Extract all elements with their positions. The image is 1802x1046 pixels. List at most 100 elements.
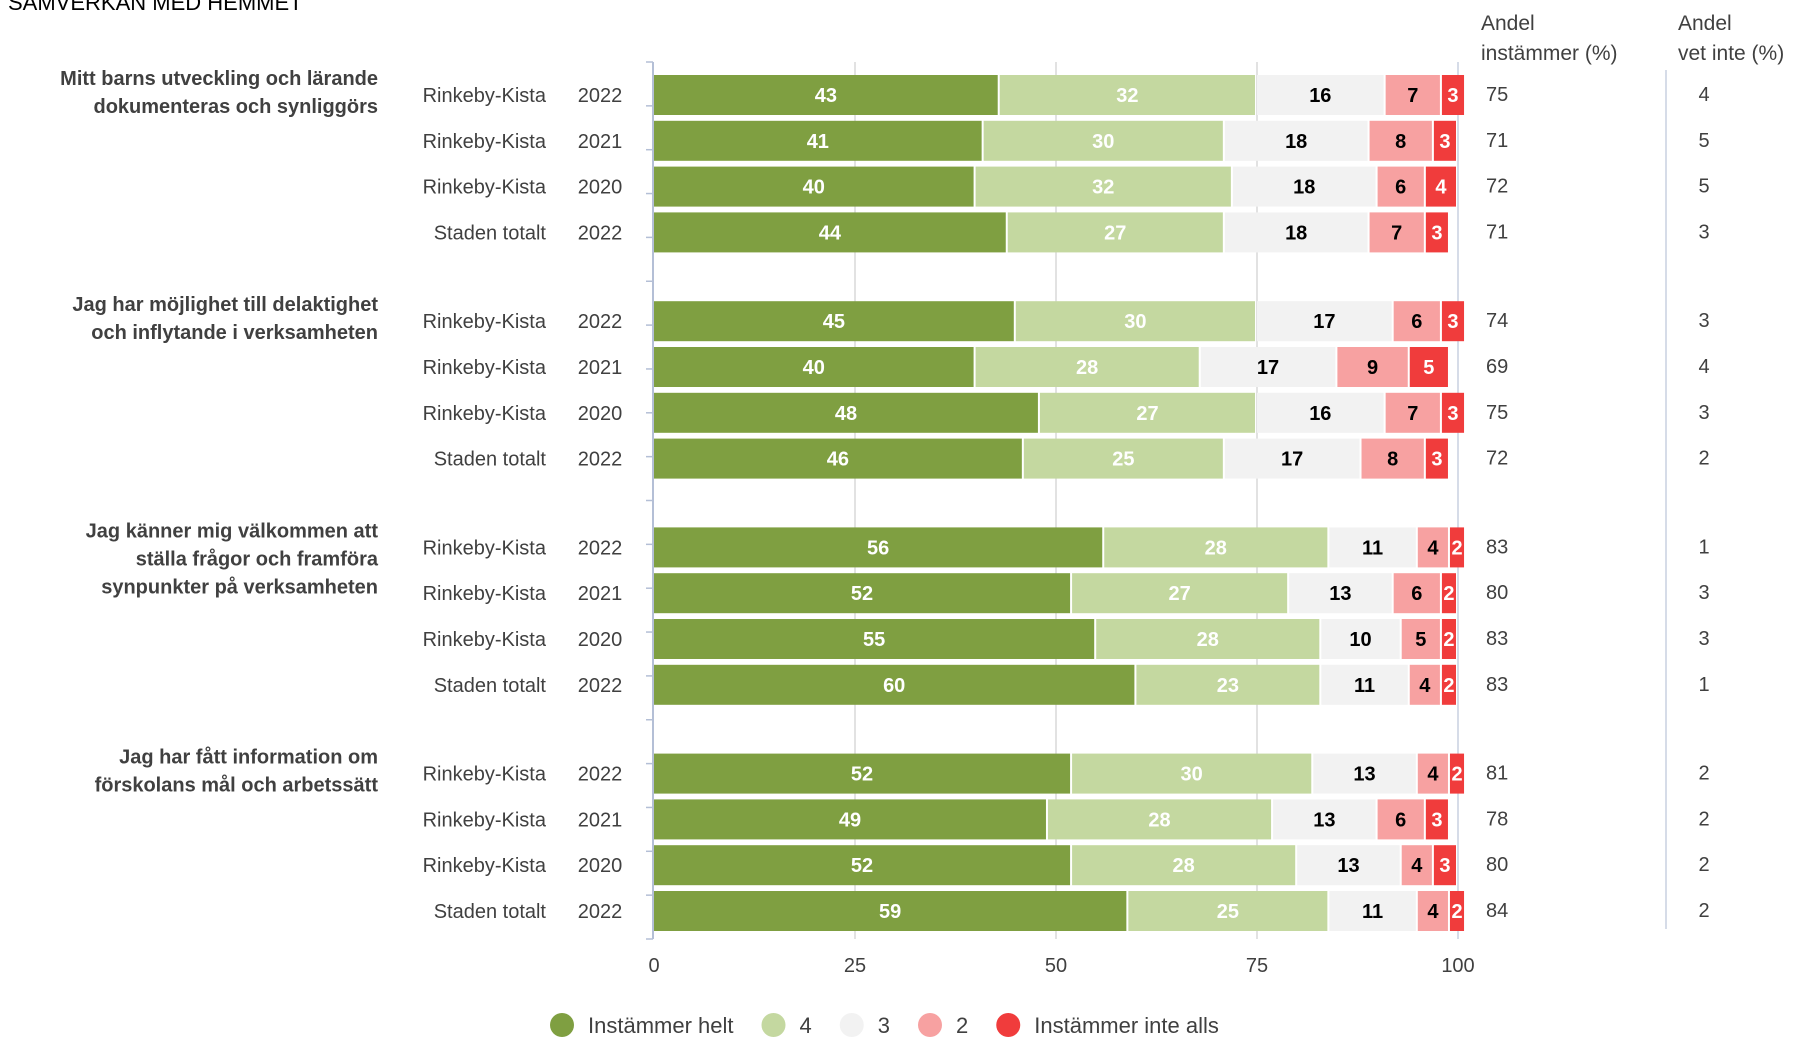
row-year-label: 2020: [578, 855, 623, 877]
share-agree-value: 83: [1486, 536, 1508, 558]
bar-segment-label: 13: [1337, 855, 1359, 877]
question-label: förskolans mål och arbetssätt: [95, 774, 379, 797]
question-label: Jag har möjlighet till delaktighet: [72, 294, 378, 316]
bar-segment: [1015, 301, 1255, 342]
bar-segment-label: 32: [1092, 177, 1114, 199]
bar-segment-label: 28: [1076, 357, 1098, 379]
bar-segment-label: 41: [807, 131, 829, 153]
bar-segment: [1257, 75, 1384, 115]
share-dont-know-value: 1: [1698, 674, 1709, 696]
row-year-label: 2022: [578, 311, 623, 333]
question-label: dokumenteras och synliggörs: [93, 96, 378, 118]
bar-segment: [654, 301, 1014, 342]
bar-segment: [1273, 799, 1376, 840]
row-unit-label: Rinkeby-Kista: [423, 131, 547, 153]
bar-segment-label: 5: [1423, 357, 1434, 379]
bar-segment: [1369, 212, 1424, 253]
question-label: Jag känner mig välkommen att: [86, 520, 379, 542]
legend-label: 4: [800, 1013, 812, 1038]
bar-segment: [1385, 75, 1440, 115]
chart-title: SAMVERKAN MED HEMMET: [8, 0, 303, 15]
bar-segment-label: 18: [1285, 131, 1307, 153]
bar-segment-label: 40: [803, 177, 825, 199]
bar-segment-label: 6: [1411, 583, 1422, 605]
bar-segment: [1409, 347, 1448, 387]
bar-segment: [1393, 573, 1440, 614]
bar-segment-label: 27: [1104, 222, 1126, 244]
legend-marker: [761, 1013, 786, 1037]
bar-segment: [1337, 347, 1408, 387]
bar-segment: [654, 891, 1127, 931]
bar-segment-label: 17: [1257, 357, 1279, 379]
bar-segment: [1417, 527, 1448, 568]
bar-segment-label: 3: [1439, 131, 1450, 153]
bar-segment-label: 8: [1387, 449, 1398, 471]
bar-segment-label: 25: [1217, 901, 1239, 923]
bar-segment: [1425, 799, 1448, 840]
bar-segment-label: 27: [1168, 583, 1190, 605]
share-agree-value: 84: [1486, 900, 1508, 922]
bar-segment: [1449, 891, 1465, 931]
share-agree-value: 80: [1486, 854, 1508, 876]
question-label: synpunkter på verksamheten: [101, 575, 378, 598]
bar-segment: [1297, 845, 1400, 886]
bar-segment: [1329, 891, 1416, 931]
bar-segment: [1072, 753, 1312, 794]
row-unit-label: Rinkeby-Kista: [423, 629, 547, 651]
legend-label: Instämmer inte alls: [1034, 1013, 1219, 1038]
bar-segment: [654, 166, 974, 207]
x-tick-label: 25: [844, 955, 866, 977]
bar-segment: [1425, 166, 1456, 207]
bar-segment-label: 49: [839, 809, 861, 831]
bar-segment: [1224, 120, 1368, 161]
row-unit-label: Rinkeby-Kista: [423, 764, 547, 786]
header-share-agree: Andel: [1481, 12, 1535, 35]
row-year-label: 2022: [578, 222, 623, 244]
bar-segment: [654, 845, 1071, 886]
share-dont-know-value: 2: [1698, 900, 1709, 922]
bar-segment-label: 18: [1285, 222, 1307, 244]
bar-segment: [1329, 527, 1416, 568]
bar-segment: [654, 347, 974, 387]
bar-segment: [654, 619, 1095, 659]
legend-marker: [918, 1013, 942, 1037]
header-share-dont-know: vet inte (%): [1678, 42, 1784, 65]
bar-segment: [654, 212, 1006, 253]
bar-segment: [654, 753, 1071, 794]
bar-segment: [975, 347, 1199, 387]
bar-segment-label: 52: [851, 764, 873, 786]
bar-segment-label: 2: [1451, 901, 1462, 923]
bar-segment: [654, 527, 1103, 568]
bar-segment: [1385, 392, 1440, 433]
bar-segment: [1449, 527, 1465, 568]
row-unit-label: Rinkeby-Kista: [423, 311, 547, 333]
row-year-label: 2020: [578, 403, 623, 425]
row-unit-label: Rinkeby-Kista: [423, 583, 547, 605]
bar-segment-label: 4: [1411, 855, 1423, 877]
share-agree-value: 72: [1486, 176, 1508, 198]
share-agree-value: 83: [1486, 628, 1508, 650]
bar-segment-label: 17: [1281, 449, 1303, 471]
row-year-label: 2022: [578, 675, 623, 697]
question-label: Jag har fått information om: [119, 746, 378, 769]
bar-segment-label: 6: [1395, 809, 1406, 831]
bar-segment-label: 3: [1447, 403, 1458, 425]
bar-segment: [1039, 392, 1255, 433]
bar-segment: [999, 75, 1255, 115]
share-agree-value: 74: [1486, 310, 1508, 332]
bar-segment-label: 25: [1112, 449, 1134, 471]
row-unit-label: Staden totalt: [434, 449, 547, 471]
bar-segment-label: 17: [1313, 311, 1335, 333]
bar-segment: [1232, 166, 1376, 207]
row-year-label: 2021: [578, 357, 623, 379]
share-dont-know-value: 5: [1698, 130, 1709, 152]
question-label: ställa frågor och framföra: [136, 547, 379, 570]
bar-segment-label: 56: [867, 537, 889, 559]
bar-segment-label: 28: [1205, 537, 1227, 559]
bar-segment-label: 28: [1148, 809, 1170, 831]
bar-segment-label: 11: [1362, 901, 1383, 923]
share-dont-know-value: 4: [1698, 84, 1709, 106]
row-unit-label: Rinkeby-Kista: [423, 403, 547, 425]
bar-segment: [1433, 120, 1456, 161]
